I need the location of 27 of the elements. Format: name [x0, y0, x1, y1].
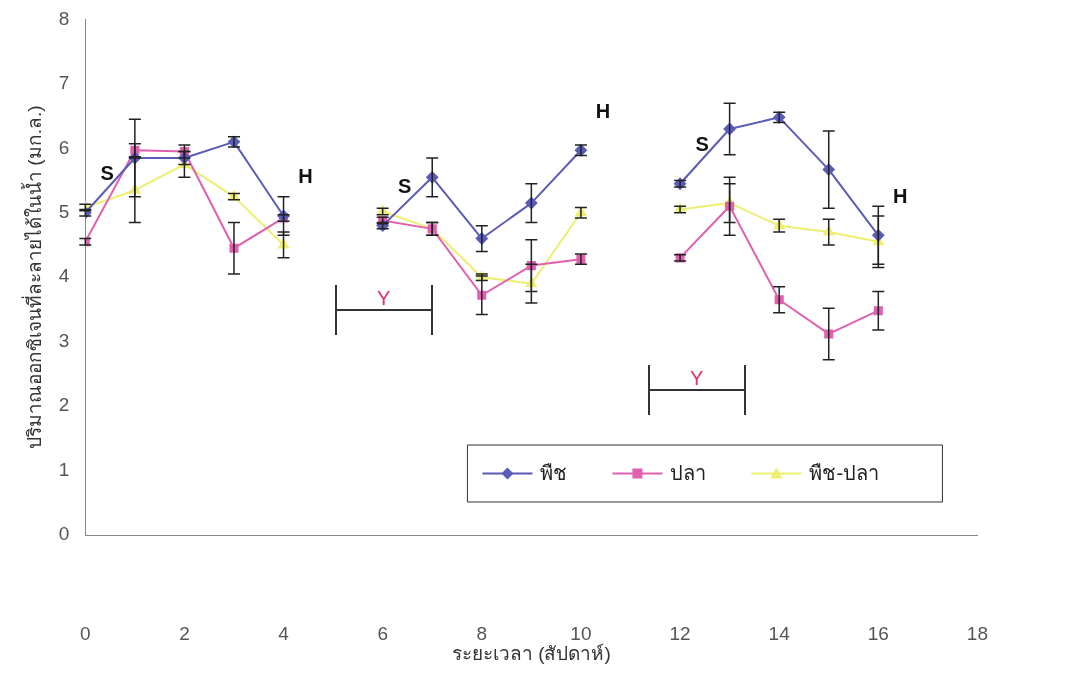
- y-tick-label: 8: [58, 7, 70, 29]
- y-tick-label: 6: [58, 136, 70, 158]
- legend-label: ปลา: [670, 462, 707, 485]
- y-tick-label: 7: [58, 72, 70, 94]
- x-tick-label: 16: [867, 622, 889, 644]
- y-tick-label: 3: [58, 329, 70, 351]
- x-tick-label: 4: [278, 622, 290, 644]
- legend-label: พืช: [540, 462, 568, 485]
- annotation: Y: [690, 367, 704, 389]
- y-tick-label: 0: [58, 523, 70, 545]
- x-axis-title: ระยะเวลา (สัปดาห์): [451, 642, 611, 664]
- annotation: Y: [377, 287, 391, 309]
- x-tick-label: 18: [966, 622, 988, 644]
- legend-label: พืช-ปลา: [809, 462, 880, 485]
- x-tick-label: 12: [669, 622, 691, 644]
- x-tick-label: 2: [179, 622, 190, 644]
- y-tick-label: 4: [58, 265, 70, 287]
- y-tick-label: 1: [58, 458, 70, 480]
- x-tick-label: 8: [476, 622, 488, 644]
- x-tick-label: 14: [768, 622, 791, 644]
- x-tick-label: 0: [79, 622, 91, 644]
- y-tick-label: 5: [58, 200, 70, 222]
- x-tick-label: 6: [377, 622, 388, 644]
- y-tick-label: 2: [58, 394, 70, 416]
- x-tick-label: 10: [570, 622, 592, 644]
- y-axis-title: ปริมาณออกซิเจนที่ละลายได้ในน้ำ (มก.ล.): [20, 105, 45, 449]
- annotation: H: [893, 184, 908, 207]
